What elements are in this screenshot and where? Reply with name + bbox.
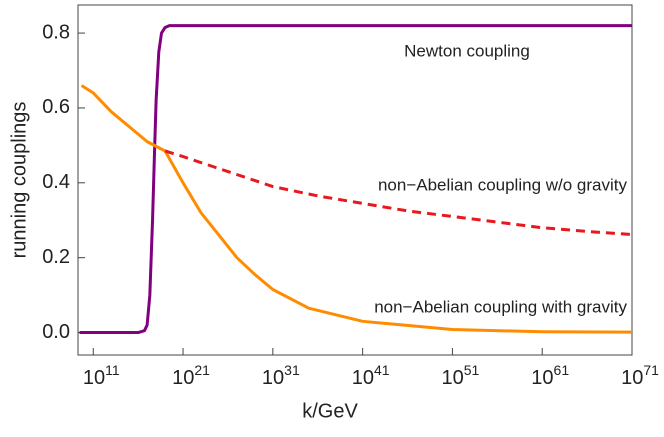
series-line [164, 149, 633, 236]
x-tick-label: 1031 [262, 362, 300, 390]
series-line [79, 24, 632, 335]
y-tick-label: 0.2 [42, 246, 70, 268]
plot-frame [77, 4, 633, 356]
y-tick-label: 0.0 [42, 321, 70, 343]
annotation: Newton coupling [404, 41, 530, 60]
x-tick-label: 1051 [442, 362, 480, 390]
x-tick-label: 1021 [172, 362, 210, 390]
x-tick-label: 1041 [352, 362, 390, 390]
x-tick-label: 1071 [621, 362, 659, 390]
annotation: non−Abelian coupling with gravity [374, 297, 627, 316]
y-tick-label: 0.4 [42, 171, 70, 193]
y-tick-label: 0.6 [42, 96, 70, 118]
y-axis-label: running couplings [8, 102, 30, 259]
x-tick-label: 1061 [531, 362, 569, 390]
y-tick-label: 0.8 [42, 21, 70, 43]
x-tick-label: 1011 [83, 362, 120, 390]
series-line [80, 84, 633, 334]
x-axis-label: k/GeV [302, 400, 358, 422]
annotation: non−Abelian coupling w/o gravity [378, 175, 628, 194]
